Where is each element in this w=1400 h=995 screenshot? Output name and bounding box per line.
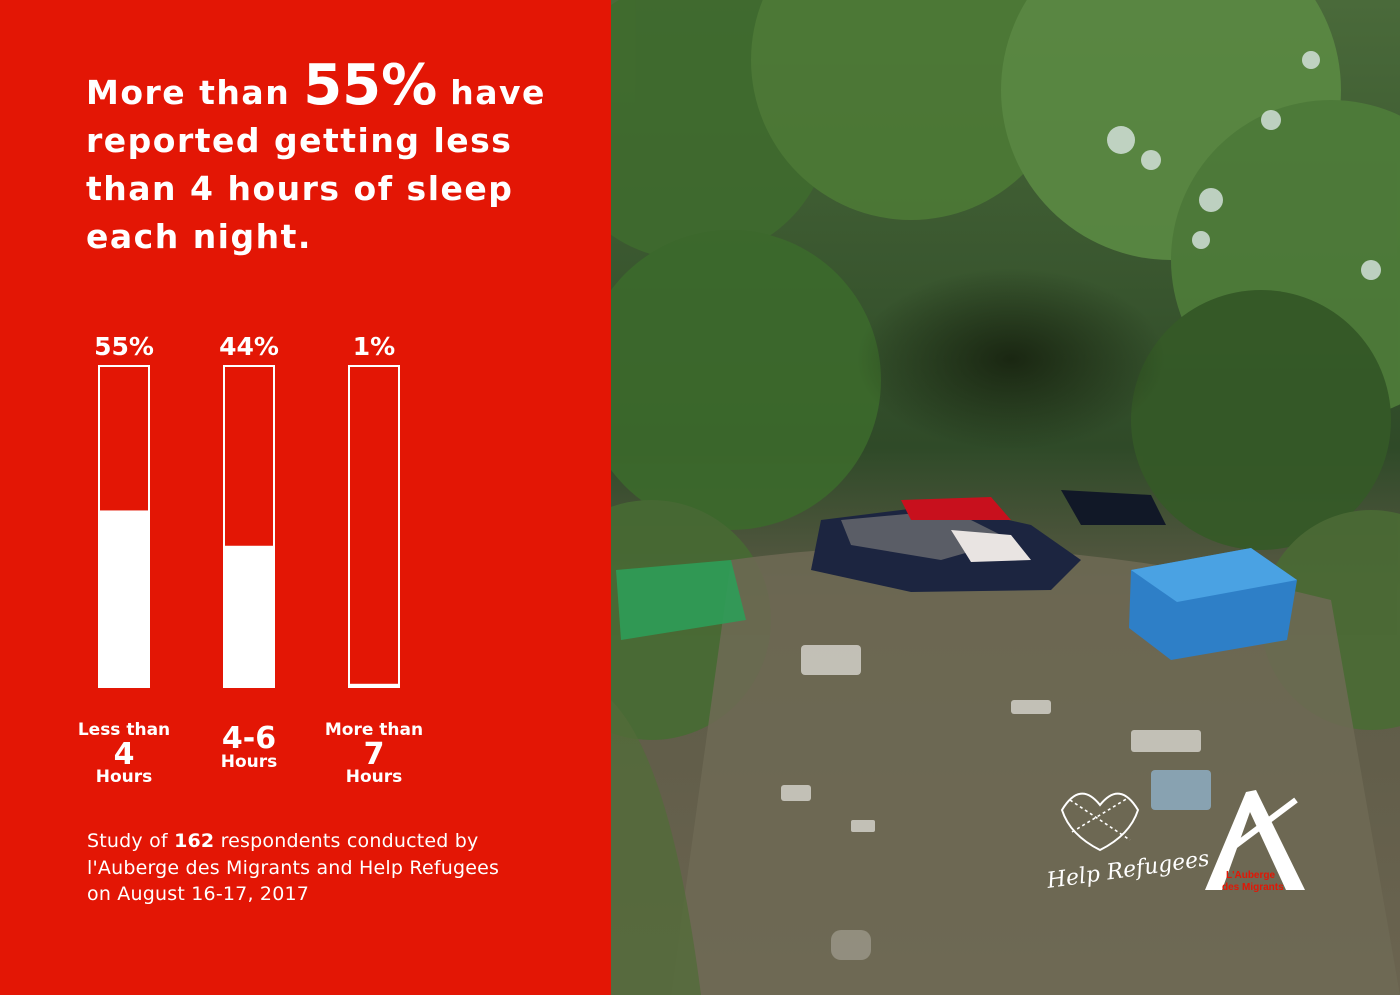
bar-frame — [348, 365, 400, 688]
category-label-unit: Hours — [346, 767, 403, 787]
headline-emphasis: 4 hours of sleep — [190, 169, 514, 208]
headline: More than 55% have reported getting less… — [86, 58, 586, 261]
respondent-count: 162 — [174, 830, 215, 852]
category-label-top: Less than — [78, 720, 170, 740]
footnote-part2: respondents conducted by l'Auberge des M… — [87, 830, 500, 905]
headline-highlight: 55% — [303, 53, 438, 118]
headline-prefix: More than — [86, 73, 291, 112]
bar-value-label: 55% — [94, 332, 154, 361]
bar-value-label: 1% — [353, 332, 395, 361]
bar-value-label: 44% — [219, 332, 279, 361]
category-label-number: 4 — [114, 737, 135, 772]
info-panel: More than 55% have reported getting less… — [0, 0, 611, 995]
bar — [99, 510, 149, 687]
category-label-number: 4-6 — [222, 721, 276, 756]
category-label-number: 7 — [364, 737, 385, 772]
category-label-unit: Hours — [221, 752, 278, 772]
footnote-part1: Study of — [87, 830, 175, 852]
category-label-unit: Hours — [96, 767, 153, 787]
bar — [224, 545, 274, 687]
headline-end: each night. — [86, 217, 312, 256]
study-footnote: Study of 162 respondents conducted by l'… — [87, 828, 507, 908]
camp-photo — [611, 0, 1400, 995]
bar — [349, 683, 399, 687]
headline-suffix: have reported getting less than — [86, 73, 546, 208]
category-label-top: More than — [325, 720, 423, 740]
